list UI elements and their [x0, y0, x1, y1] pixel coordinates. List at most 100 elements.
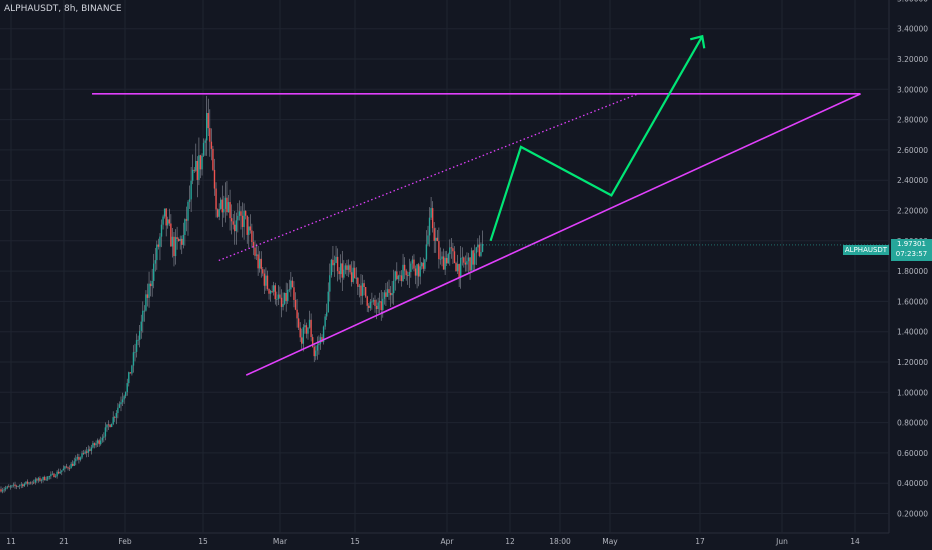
candle-body — [458, 264, 460, 278]
candle-body — [93, 443, 96, 446]
candle-body — [73, 461, 75, 466]
candle-body — [441, 256, 443, 259]
candle-body — [393, 280, 395, 294]
candle-body — [120, 402, 122, 405]
candle-body — [137, 339, 139, 341]
candle-body — [121, 399, 124, 403]
candle-body — [371, 301, 373, 303]
candle-body — [346, 265, 348, 270]
chart-drawings — [92, 34, 889, 376]
candle-body — [366, 296, 368, 306]
candle-body — [262, 269, 264, 274]
candle-body — [453, 251, 456, 263]
price-tick-label: 1.20000 — [897, 358, 928, 367]
price-tick-label: 0.20000 — [897, 510, 928, 519]
candle-body — [11, 485, 13, 487]
time-tick-label: 12 — [505, 537, 515, 546]
candle-body — [349, 265, 351, 273]
candle-body — [350, 272, 353, 283]
candle-body — [221, 199, 223, 213]
candle-body — [98, 440, 100, 445]
candle-body — [469, 257, 471, 271]
candle-body — [128, 372, 130, 384]
candle-body — [68, 468, 71, 470]
candle-body — [456, 264, 459, 272]
candle-body — [338, 271, 340, 275]
candle-body — [442, 256, 445, 270]
price-tag-countdown: 07:23:57 — [895, 249, 928, 258]
candle-body — [335, 256, 337, 263]
candle-body — [288, 289, 290, 291]
candle-body — [340, 263, 342, 275]
candle-body — [363, 283, 365, 287]
candle-body — [182, 234, 185, 245]
price-tick-label: 1.00000 — [897, 388, 928, 397]
candle-body — [274, 285, 276, 300]
candle-body — [410, 263, 412, 272]
candle-body — [252, 242, 255, 248]
candle-body — [118, 404, 121, 408]
candle-body — [126, 383, 128, 393]
candle-body — [232, 221, 234, 225]
candle-body — [142, 310, 144, 322]
candle-body — [255, 254, 258, 256]
candle-body — [325, 312, 328, 317]
candle-body — [382, 298, 384, 311]
candle-body — [149, 283, 152, 287]
candle-body — [71, 463, 74, 466]
candle-body — [394, 271, 396, 281]
candle-body — [12, 484, 15, 486]
candle-body — [400, 275, 403, 282]
candle-body — [249, 226, 252, 231]
candle-body — [431, 208, 434, 229]
candle-body — [227, 202, 230, 213]
candle-body — [89, 449, 91, 451]
candle-body — [79, 457, 82, 460]
price-tick-label: 3.60000 — [897, 0, 928, 3]
price-axis[interactable]: 0.20000 0.40000 0.60000 0.80000 1.00000 1.200… — [897, 0, 928, 519]
candle-body — [414, 268, 417, 276]
time-axis[interactable]: 11 21 Feb 15 Mar 15 Apr 12 18:00 May 17 Jun 14 — [6, 537, 860, 546]
candle-body — [179, 238, 181, 242]
candle-body — [92, 443, 94, 448]
candle-body — [47, 476, 49, 480]
candle-body — [422, 262, 425, 269]
candle-body — [202, 142, 205, 156]
candle-body — [372, 299, 375, 302]
candle-body — [131, 365, 133, 374]
candle-body — [237, 215, 239, 221]
candle-body — [215, 188, 217, 210]
candle-body — [341, 263, 343, 278]
candle-body — [190, 180, 192, 200]
candle-body — [361, 283, 364, 296]
candle-body — [163, 208, 166, 217]
time-tick-label: 14 — [850, 537, 860, 546]
candle-body — [51, 473, 54, 475]
candle-body — [0, 489, 2, 492]
candle-body — [271, 290, 273, 292]
candle-body — [480, 251, 482, 256]
candle-body — [216, 209, 219, 217]
price-tick-label: 0.40000 — [897, 479, 928, 488]
candle-body — [276, 299, 278, 300]
candle-body — [39, 478, 41, 481]
candle-body — [354, 267, 356, 279]
candle-body — [375, 305, 378, 310]
candle-body — [212, 148, 214, 170]
candle-body — [433, 228, 435, 241]
candle-body — [330, 259, 333, 276]
candle-body — [402, 264, 404, 282]
candle-body — [280, 297, 283, 307]
candle-body — [424, 259, 426, 269]
candle-body — [28, 482, 30, 484]
price-tag-box: 1.97301 07:23:57 — [891, 238, 932, 261]
candle-body — [209, 128, 211, 142]
candle-body — [436, 237, 439, 242]
candle-body — [254, 247, 256, 256]
candle-body — [143, 310, 146, 312]
candle-body — [439, 258, 442, 260]
candle-body — [100, 440, 102, 445]
candle-body — [230, 218, 233, 222]
candle-body — [154, 260, 156, 264]
